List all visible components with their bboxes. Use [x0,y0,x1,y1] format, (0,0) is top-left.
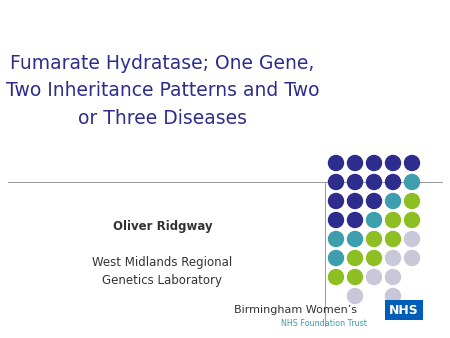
Circle shape [405,250,419,266]
Circle shape [328,232,343,246]
Circle shape [366,174,382,190]
Circle shape [347,213,363,227]
Circle shape [405,213,419,227]
Circle shape [328,213,343,227]
Circle shape [366,232,382,246]
Circle shape [386,174,400,190]
Circle shape [347,193,363,209]
Circle shape [386,269,400,285]
Circle shape [386,250,400,266]
Circle shape [405,232,419,246]
Circle shape [386,289,400,304]
Circle shape [386,213,400,227]
Text: Fumarate Hydratase; One Gene,
Two Inheritance Patterns and Two
or Three Diseases: Fumarate Hydratase; One Gene, Two Inheri… [6,54,319,128]
Text: Birmingham Women’s: Birmingham Women’s [234,305,357,315]
Text: West Midlands Regional
Genetics Laboratory: West Midlands Regional Genetics Laborato… [92,256,233,287]
Circle shape [366,250,382,266]
Circle shape [328,250,343,266]
Text: NHS Foundation Trust: NHS Foundation Trust [281,319,367,329]
Circle shape [405,193,419,209]
Circle shape [347,232,363,246]
Circle shape [347,250,363,266]
Circle shape [366,155,382,170]
Circle shape [328,269,343,285]
Circle shape [328,155,343,170]
Text: Oliver Ridgway: Oliver Ridgway [112,220,212,233]
Circle shape [347,269,363,285]
Text: NHS: NHS [389,304,419,316]
Circle shape [386,232,400,246]
Circle shape [386,193,400,209]
Circle shape [405,155,419,170]
Circle shape [347,174,363,190]
FancyBboxPatch shape [385,300,423,320]
Circle shape [366,193,382,209]
Circle shape [347,289,363,304]
Circle shape [386,155,400,170]
Circle shape [405,174,419,190]
Circle shape [328,174,343,190]
Circle shape [366,213,382,227]
Circle shape [347,155,363,170]
Circle shape [366,269,382,285]
Circle shape [328,193,343,209]
